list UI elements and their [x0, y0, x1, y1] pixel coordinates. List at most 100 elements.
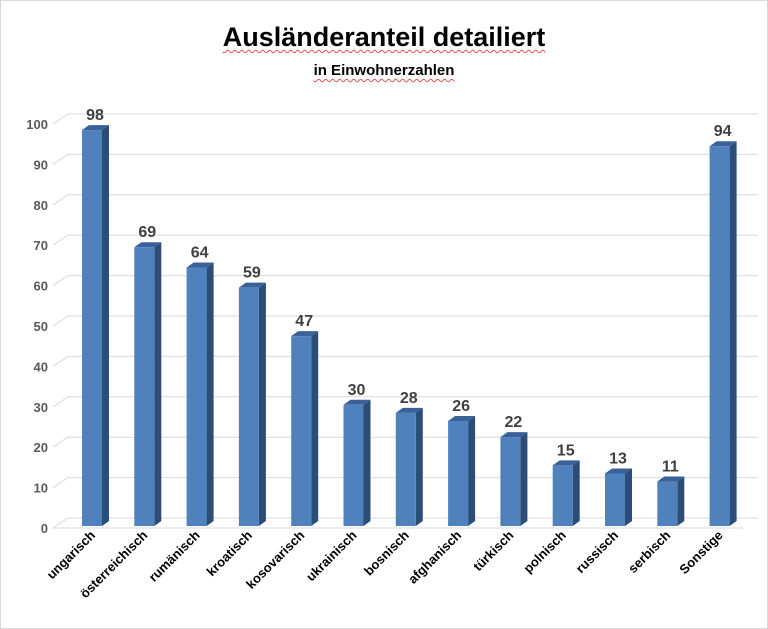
bar-side — [102, 125, 109, 526]
gridline-depth — [52, 355, 69, 367]
gridline-depth — [52, 315, 69, 327]
gridline-depth — [52, 113, 69, 125]
bar-front — [134, 247, 155, 527]
bar-front — [709, 146, 730, 527]
y-tick-label: 50 — [34, 319, 48, 334]
data-label: 47 — [295, 313, 313, 330]
data-label: 15 — [557, 442, 575, 459]
x-tick-label: türkisch — [470, 527, 516, 573]
x-tick-label: ungarisch — [44, 527, 99, 582]
bar-side — [572, 460, 580, 526]
x-tick-label: russisch — [573, 527, 621, 575]
bar-side — [625, 468, 632, 526]
x-tick-label: afghanisch — [405, 527, 464, 586]
y-tick-label: 20 — [34, 440, 48, 455]
data-label: 13 — [609, 450, 627, 467]
bar-front — [657, 481, 678, 526]
bars — [82, 125, 737, 527]
y-tick-label: 0 — [41, 521, 48, 536]
bar-top — [343, 399, 371, 405]
bar-front — [343, 404, 364, 526]
bar-side — [206, 262, 214, 526]
data-label: 26 — [452, 398, 470, 415]
bar-front — [186, 267, 207, 526]
gridline-depth — [52, 477, 69, 489]
bar-top — [134, 242, 162, 248]
bar-front — [552, 465, 573, 526]
bar-side — [154, 242, 162, 527]
x-tick-label: serbisch — [625, 527, 673, 575]
x-tick-label: ukrainisch — [303, 527, 360, 584]
gridline-depth — [52, 153, 69, 165]
bar-front — [500, 437, 521, 526]
x-tick-label: Sonstige — [676, 528, 725, 577]
x-tick-label: rumänisch — [146, 527, 203, 584]
gridline-depth — [52, 234, 69, 246]
x-tick-label: bosnisch — [361, 527, 412, 578]
data-label: 11 — [662, 459, 679, 476]
gridline-depth — [52, 396, 69, 408]
data-labels: 98 69 64 59 47 30 28 26 22 15 13 11 94 — [86, 107, 731, 475]
bar-top — [291, 331, 319, 337]
chart-subtitle-text: in Einwohnerzahlen — [313, 62, 455, 79]
x-tick-label: polnisch — [520, 527, 568, 575]
chart-subtitle: in Einwohnerzahlen — [0, 62, 768, 79]
bar-türkisch — [500, 432, 528, 526]
bar-top — [395, 407, 423, 413]
bar-top — [709, 141, 737, 147]
gridline-depth — [52, 275, 69, 287]
bar-kosovarisch — [291, 331, 319, 526]
bar-ukrainisch — [343, 399, 371, 526]
bar-front — [605, 473, 625, 526]
y-tick-label: 60 — [34, 279, 48, 294]
y-axis: 0 10 20 30 40 50 60 70 80 90 100 — [26, 117, 48, 536]
bar-side — [677, 476, 685, 526]
bar-side — [258, 282, 266, 526]
data-label: 94 — [714, 123, 732, 140]
bar-front — [82, 130, 102, 526]
bar-top — [500, 432, 528, 438]
bar-top — [82, 125, 109, 131]
y-tick-label: 30 — [34, 400, 48, 415]
bar-front — [291, 336, 312, 526]
bar-polnisch — [552, 460, 580, 526]
gridline-depth — [52, 194, 69, 206]
gridline-depth — [52, 436, 69, 448]
bar-front — [395, 412, 416, 526]
bar-side — [468, 415, 476, 526]
bar-top — [238, 282, 266, 288]
bar-bosnisch — [395, 407, 423, 526]
bar-top — [605, 468, 632, 474]
bar-side — [415, 407, 423, 526]
bar-top — [448, 415, 476, 421]
y-tick-label: 40 — [34, 359, 48, 374]
y-tick-label: 80 — [34, 198, 48, 213]
data-label: 28 — [400, 390, 418, 407]
gridline-depth — [52, 517, 69, 529]
y-tick-label: 70 — [34, 238, 48, 253]
chart-title: Ausländeranteil detailiert — [0, 22, 768, 53]
data-label: 30 — [348, 382, 366, 399]
bar-front — [448, 420, 469, 526]
y-tick-label: 10 — [34, 481, 48, 496]
data-label: 64 — [191, 244, 209, 261]
bar-afghanisch — [448, 415, 476, 526]
bar-top — [552, 460, 580, 466]
x-tick-label: kroatisch — [204, 527, 256, 579]
chart-title-text: Ausländeranteil detailiert — [222, 22, 546, 52]
bar-side — [520, 432, 528, 526]
bar-top — [657, 476, 685, 482]
y-tick-label: 100 — [26, 117, 48, 132]
bar-rumänisch — [186, 262, 214, 526]
data-label: 59 — [243, 265, 261, 282]
bar-side — [729, 141, 737, 527]
bar-russisch — [605, 468, 632, 526]
bar-serbisch — [657, 476, 685, 526]
bar-side — [363, 399, 371, 526]
data-label: 98 — [86, 107, 104, 124]
data-label: 69 — [138, 224, 156, 241]
bar-ungarisch — [82, 125, 109, 526]
